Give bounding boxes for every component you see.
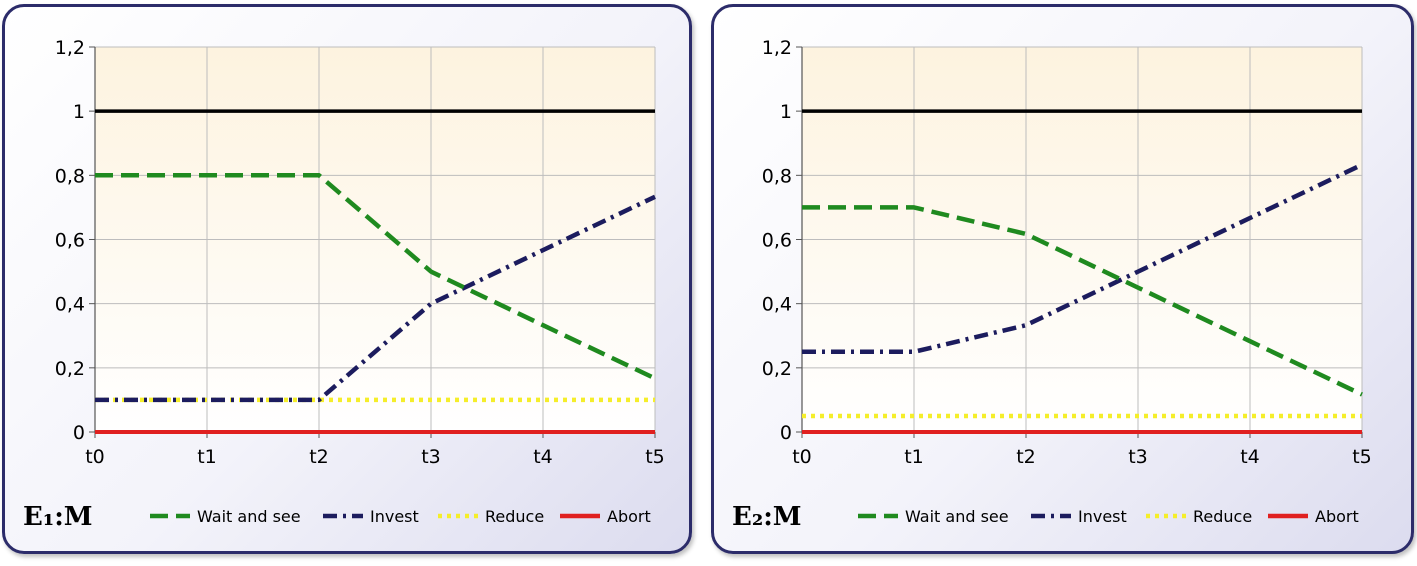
x-tick-label: t2 <box>309 446 329 468</box>
x-tick-label: t1 <box>904 446 924 468</box>
y-tick-label: 0,8 <box>762 165 792 187</box>
series-line-wait-and-see <box>802 205 1363 397</box>
x-tick-label: t5 <box>645 446 665 468</box>
y-tick-label: 0,2 <box>55 358 85 380</box>
y-tick-label: 0,8 <box>55 165 85 187</box>
legend-label: Reduce <box>485 507 544 526</box>
x-tick-label: t4 <box>1240 446 1260 468</box>
y-tick-label: 0,4 <box>762 294 792 316</box>
x-tick-label: t5 <box>1352 446 1372 468</box>
x-tick-label: t3 <box>421 446 441 468</box>
y-tick-label: 0 <box>780 422 792 444</box>
line-chart-e2: 0 0,2 0,4 0,6 0,8 1 1,2 t0 t1 t2 t3 t4 t5 E₂:M Wait an… <box>732 37 1372 532</box>
y-tick-label: 1 <box>73 101 85 123</box>
legend-label: Wait and see <box>197 507 301 526</box>
chart-label: E₂:M <box>732 502 802 532</box>
y-tick-label: 0,6 <box>762 230 792 252</box>
y-tick-label: 1 <box>780 101 792 123</box>
series-line-invest <box>802 162 1363 355</box>
line-chart-e1: 0 0,2 0,4 0,6 0,8 1 1,2 t0 t1 t2 t3 t4 t5 E₁:M Wait an… <box>23 37 665 532</box>
series-line-wait-and-see <box>95 173 656 381</box>
chart-panel-e1: 0 0,2 0,4 0,6 0,8 1 1,2 t0 t1 t2 t3 t4 t5 E₁:M Wait an… <box>2 4 692 554</box>
x-tick-label: t0 <box>85 446 105 468</box>
y-tick-label: 1,2 <box>762 37 792 59</box>
chart-panel-e2: 0 0,2 0,4 0,6 0,8 1 1,2 t0 t1 t2 t3 t4 t5 E₂:M Wait an… <box>711 4 1414 554</box>
y-tick-label: 1,2 <box>55 37 85 59</box>
legend-label: Invest <box>1078 507 1127 526</box>
legend-label: Invest <box>370 507 419 526</box>
x-tick-label: t2 <box>1016 446 1036 468</box>
y-tick-label: 0 <box>73 422 85 444</box>
y-tick-label: 0,6 <box>55 230 85 252</box>
x-tick-label: t0 <box>792 446 812 468</box>
legend-label: Abort <box>1315 507 1359 526</box>
y-tick-label: 0,2 <box>762 358 792 380</box>
legend-label: Abort <box>607 507 651 526</box>
legend-label: Reduce <box>1193 507 1252 526</box>
series-line-invest <box>95 194 656 403</box>
legend-label: Wait and see <box>905 507 1009 526</box>
chart-label: E₁:M <box>23 502 93 532</box>
x-tick-label: t1 <box>197 446 217 468</box>
x-tick-label: t4 <box>533 446 553 468</box>
x-tick-label: t3 <box>1128 446 1148 468</box>
y-tick-label: 0,4 <box>55 294 85 316</box>
